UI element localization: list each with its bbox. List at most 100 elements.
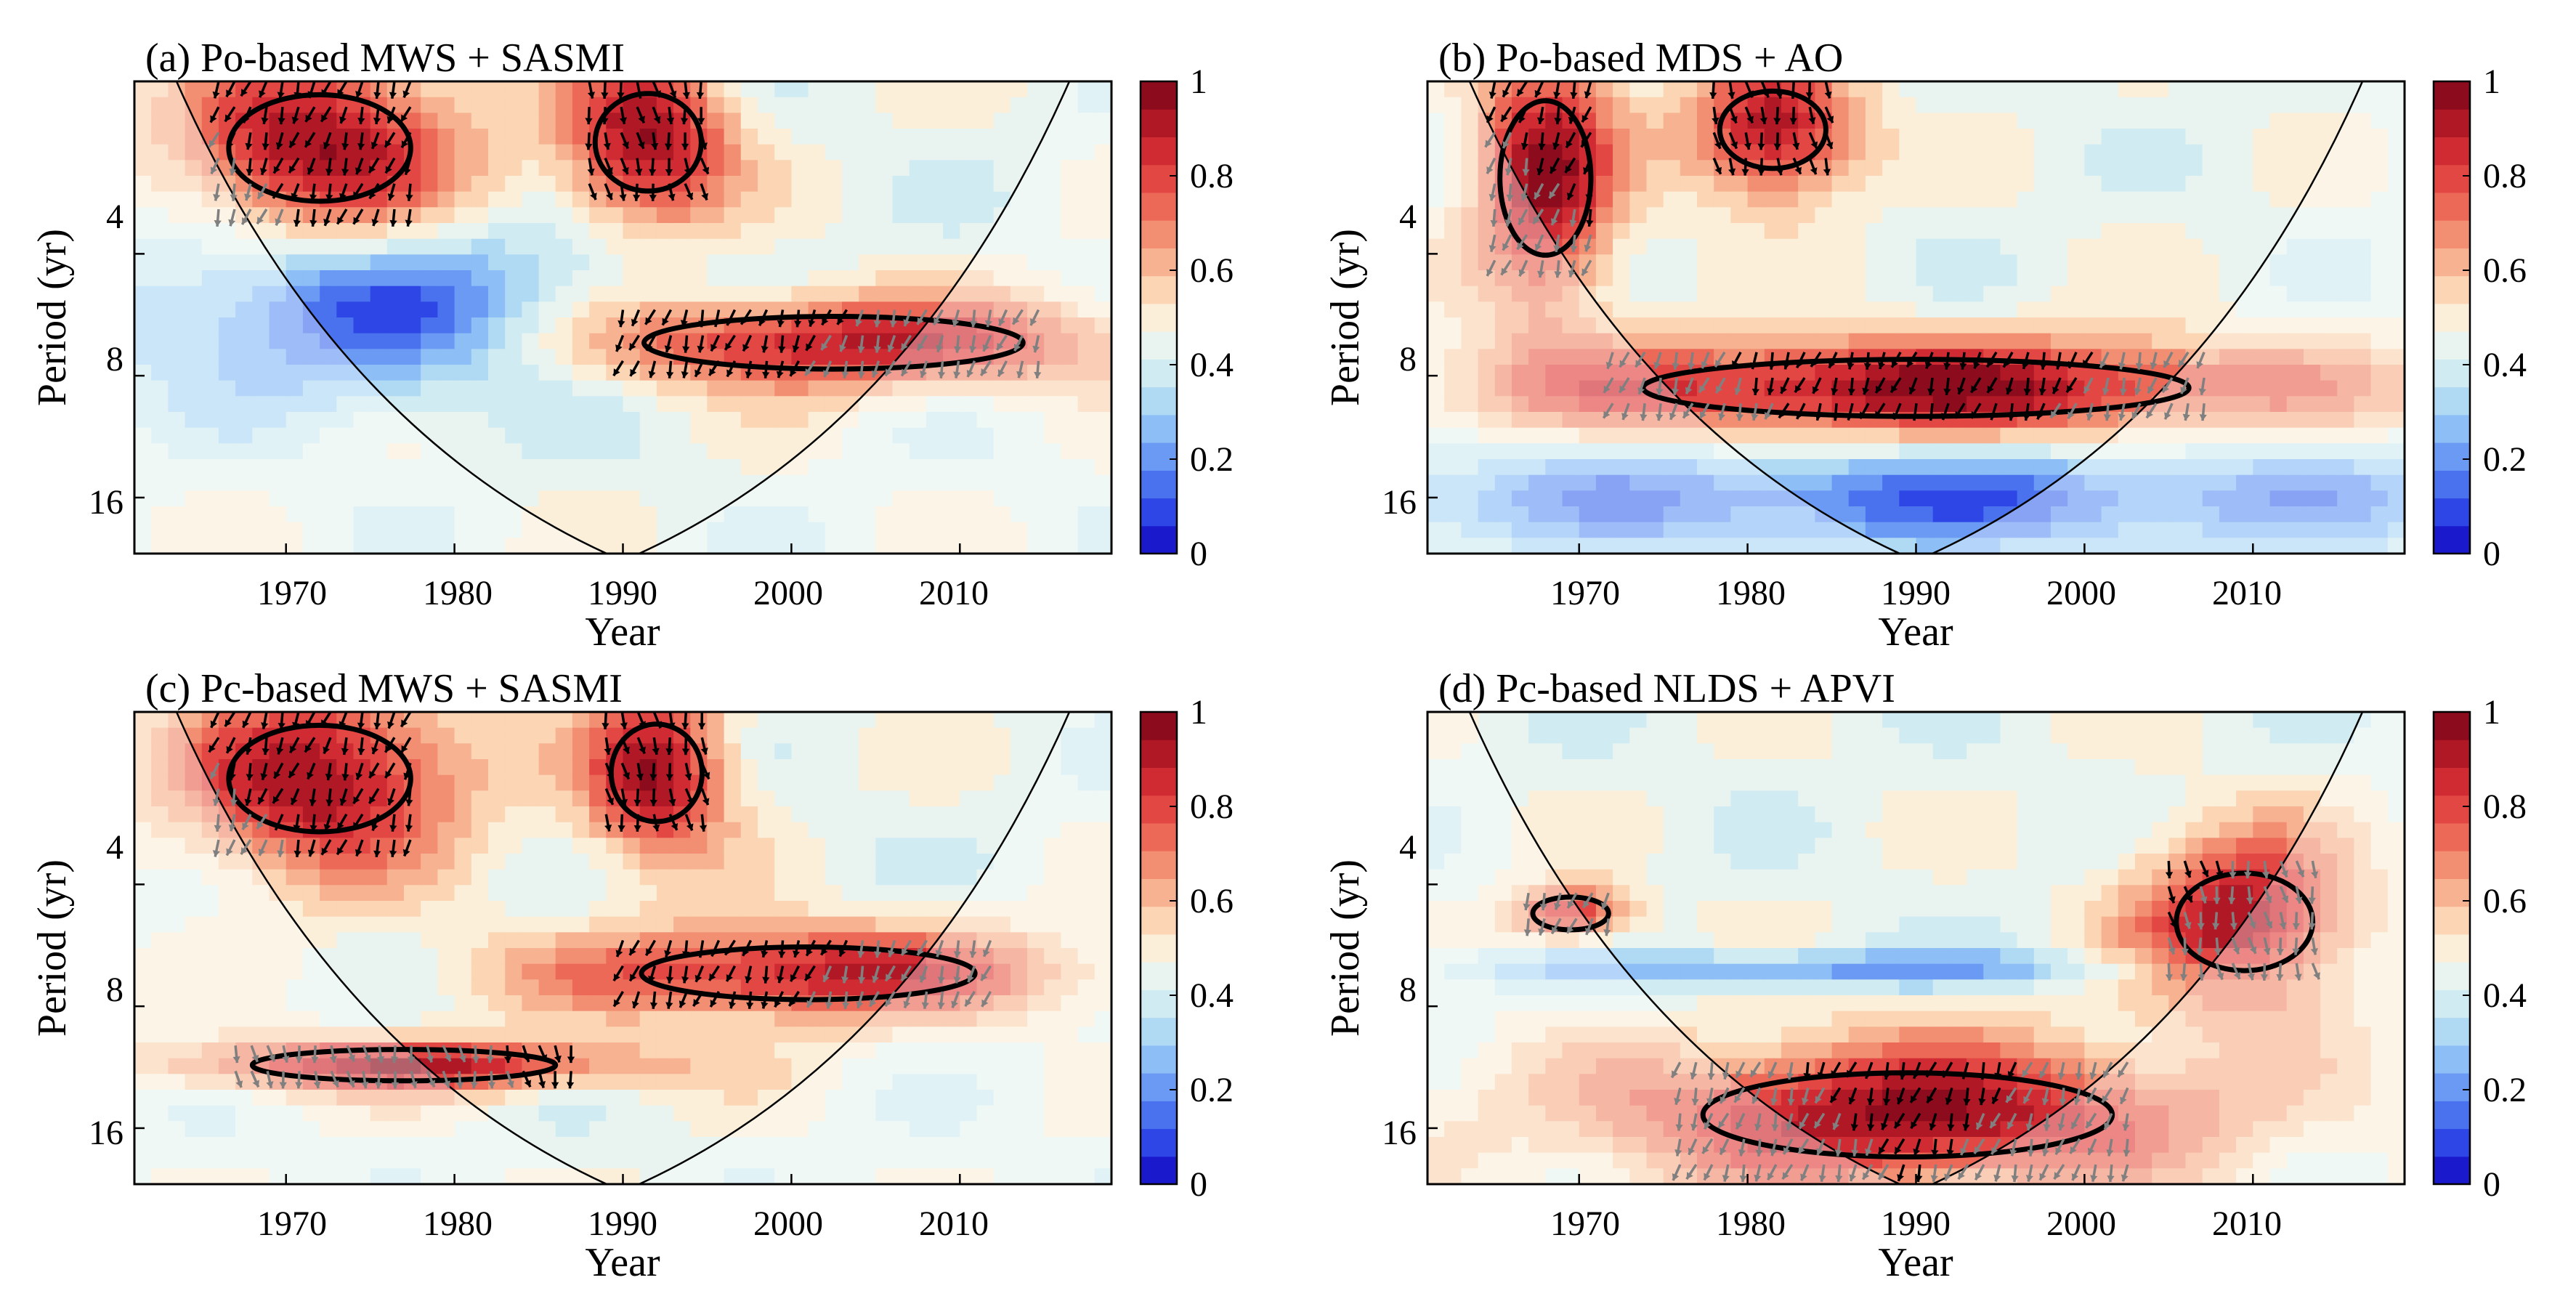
heatmap-cell bbox=[185, 81, 203, 98]
heatmap-cell bbox=[2017, 317, 2035, 334]
colorbar-tick-label: 1 bbox=[2483, 62, 2500, 101]
heatmap-cell bbox=[1730, 317, 1748, 334]
heatmap-cell bbox=[2034, 97, 2052, 114]
heatmap-cell bbox=[471, 207, 489, 224]
heatmap-cell bbox=[774, 396, 792, 413]
heatmap-cell bbox=[1765, 270, 1782, 287]
heatmap-cell bbox=[741, 270, 758, 287]
heatmap-cell bbox=[1916, 522, 1934, 539]
heatmap-cell bbox=[505, 349, 522, 365]
heatmap-cell bbox=[1933, 239, 1951, 256]
heatmap-cell bbox=[505, 254, 522, 271]
heatmap-cell bbox=[387, 979, 405, 996]
heatmap-cell bbox=[606, 113, 623, 129]
heatmap-cell bbox=[809, 239, 826, 256]
heatmap-cell bbox=[421, 995, 438, 1012]
heatmap-cell bbox=[2067, 113, 2085, 129]
heatmap-cell bbox=[1664, 129, 1681, 145]
heatmap-cell bbox=[2034, 129, 2052, 145]
heatmap-cell bbox=[1798, 207, 1815, 224]
heatmap-cell bbox=[1798, 365, 1815, 381]
heatmap-cell bbox=[522, 254, 539, 271]
heatmap-cell bbox=[741, 239, 758, 256]
heatmap-cell bbox=[572, 317, 590, 334]
heatmap-cell bbox=[421, 286, 438, 303]
heatmap-cell bbox=[977, 207, 995, 224]
heatmap-cell bbox=[2152, 254, 2169, 271]
heatmap-cell bbox=[859, 192, 876, 208]
heatmap-cell bbox=[539, 286, 556, 303]
heatmap-cell bbox=[1983, 333, 2001, 350]
heatmap-cell bbox=[252, 113, 270, 129]
heatmap-cell bbox=[1730, 254, 1748, 271]
heatmap-cell bbox=[370, 932, 388, 949]
heatmap-cell bbox=[539, 176, 556, 193]
heatmap-cell bbox=[505, 97, 522, 114]
heatmap-cell bbox=[336, 948, 354, 965]
heatmap-cell bbox=[1983, 97, 2001, 114]
heatmap-cell bbox=[2017, 192, 2035, 208]
heatmap-cell bbox=[1866, 254, 1883, 271]
heatmap-cell bbox=[1899, 522, 1916, 539]
heatmap-cell bbox=[1899, 97, 1916, 114]
heatmap-cell bbox=[1613, 192, 1630, 208]
heatmap-cell bbox=[2000, 475, 2017, 492]
heatmap-cell bbox=[741, 97, 758, 114]
heatmap-cell bbox=[556, 317, 573, 334]
colorbar-swatch bbox=[1141, 248, 1177, 276]
heatmap-cell bbox=[556, 381, 573, 397]
heatmap-cell bbox=[505, 317, 522, 334]
heatmap-cell bbox=[1950, 97, 1967, 114]
heatmap-cell bbox=[455, 301, 472, 318]
heatmap-cell bbox=[2186, 192, 2203, 208]
heatmap-cell bbox=[488, 396, 506, 413]
heatmap-cell bbox=[2000, 239, 2017, 256]
heatmap-cell bbox=[2067, 192, 2085, 208]
heatmap-cell bbox=[875, 270, 893, 287]
heatmap-cell bbox=[421, 885, 438, 902]
heatmap-cell bbox=[707, 81, 724, 98]
heatmap-cell bbox=[2186, 223, 2203, 240]
heatmap-cell bbox=[606, 270, 623, 287]
heatmap-cell bbox=[758, 97, 775, 114]
heatmap-cell bbox=[437, 885, 455, 902]
heatmap-cell bbox=[572, 270, 590, 287]
heatmap-cell bbox=[724, 176, 742, 193]
heatmap-cell bbox=[2084, 270, 2102, 287]
heatmap-cell bbox=[303, 176, 320, 193]
heatmap-cell bbox=[1613, 286, 1630, 303]
heatmap-cell bbox=[556, 254, 573, 271]
heatmap-cell bbox=[1967, 254, 1984, 271]
heatmap-cell bbox=[1950, 286, 1967, 303]
heatmap-cell bbox=[1866, 522, 1883, 539]
heatmap-cell bbox=[809, 349, 826, 365]
heatmap-cell bbox=[640, 239, 657, 256]
heatmap-cell bbox=[1765, 428, 1782, 445]
heatmap-cell bbox=[875, 223, 893, 240]
heatmap-cell bbox=[2017, 129, 2035, 145]
heatmap-cell bbox=[2236, 254, 2253, 271]
heatmap-cell bbox=[437, 1011, 455, 1028]
heatmap-cell bbox=[1950, 113, 1967, 129]
heatmap-cell bbox=[522, 459, 539, 476]
heatmap-cell bbox=[1950, 223, 1967, 240]
heatmap-cell bbox=[1647, 270, 1664, 287]
heatmap-cell bbox=[707, 129, 724, 145]
heatmap-cell bbox=[2000, 459, 2017, 476]
heatmap-cell bbox=[404, 979, 421, 996]
heatmap-cell bbox=[2034, 113, 2052, 129]
heatmap-cell bbox=[505, 270, 522, 287]
heatmap-cell bbox=[606, 239, 623, 256]
heatmap-cell bbox=[455, 145, 472, 161]
heatmap-cell bbox=[2017, 301, 2035, 318]
heatmap-cell bbox=[572, 192, 590, 208]
heatmap-cell bbox=[1664, 254, 1681, 271]
heatmap-cell bbox=[455, 365, 472, 381]
heatmap-cell bbox=[893, 207, 910, 224]
heatmap-cell bbox=[1832, 176, 1850, 193]
heatmap-cell bbox=[774, 223, 792, 240]
heatmap-cell bbox=[421, 192, 438, 208]
heatmap-cell bbox=[1967, 81, 1984, 98]
heatmap-cell bbox=[556, 192, 573, 208]
heatmap-cell bbox=[539, 381, 556, 397]
